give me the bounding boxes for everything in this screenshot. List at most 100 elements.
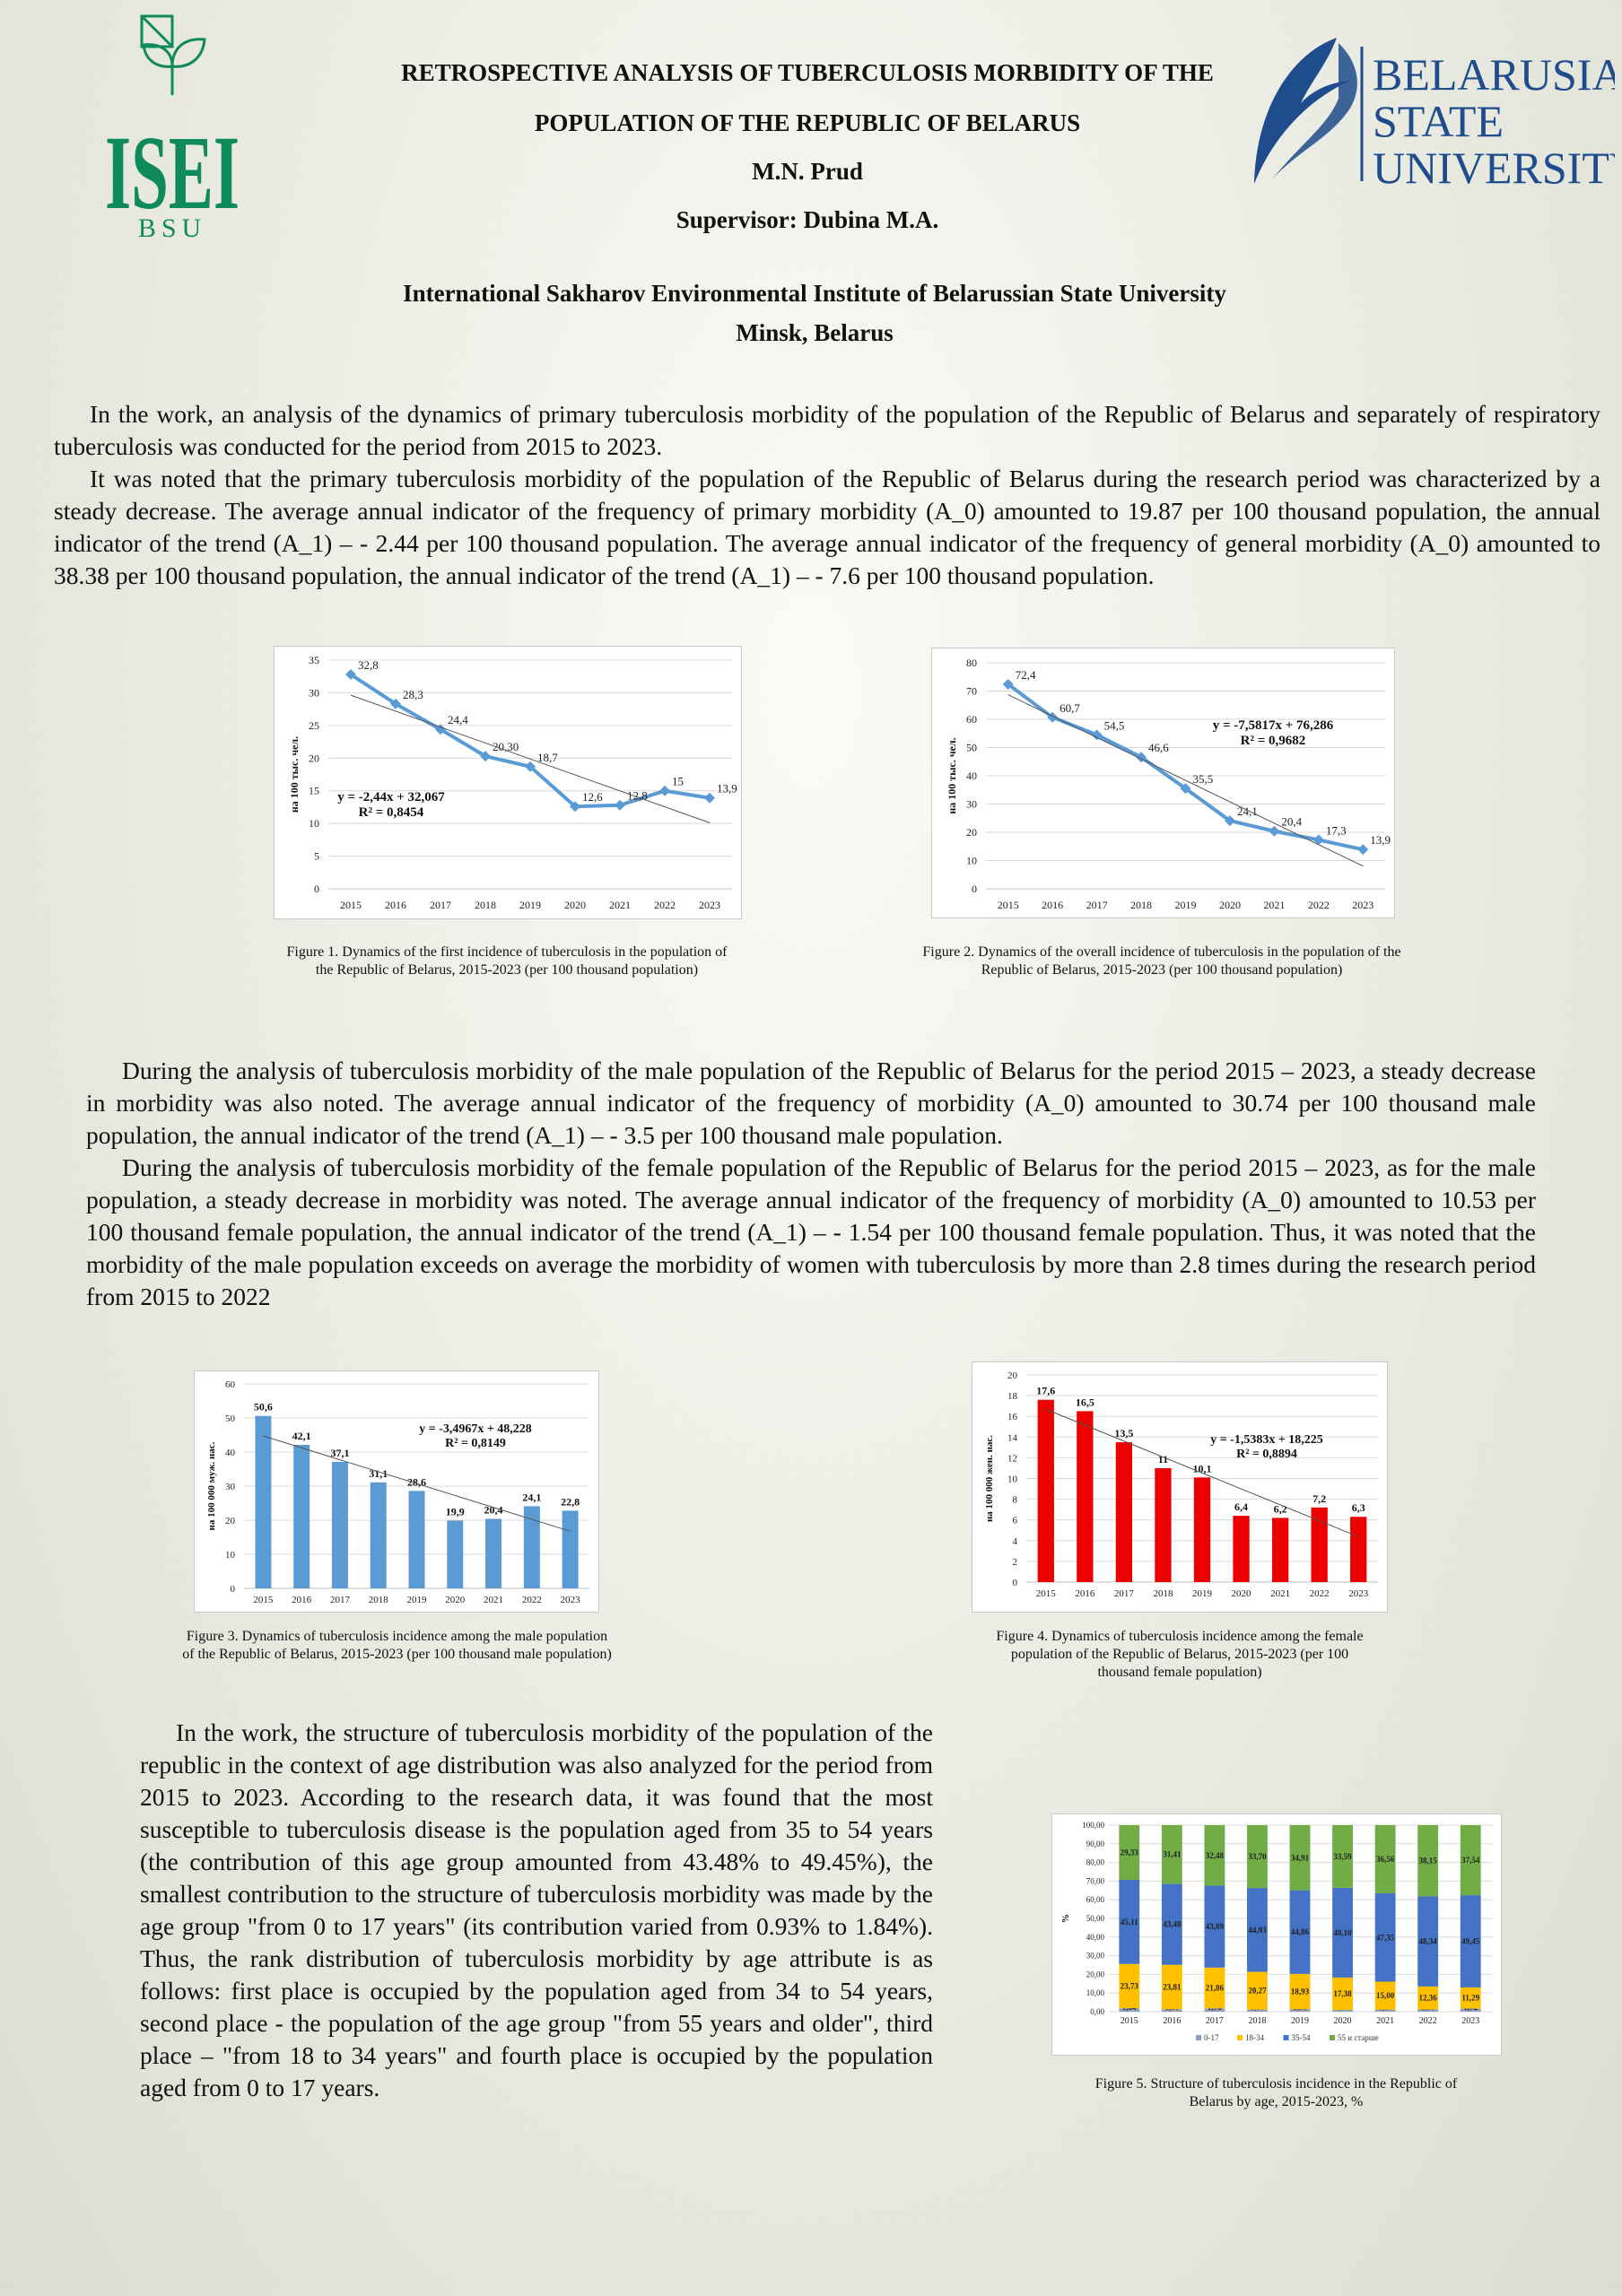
x-tick-label: 2016 <box>1163 2016 1181 2026</box>
stack-segment <box>1119 1879 1140 1964</box>
data-label: 38,15 <box>1419 1857 1438 1866</box>
y-tick-label: 15 <box>309 785 319 797</box>
data-label: 29,33 <box>1121 1848 1139 1857</box>
y-tick-label: 0 <box>1013 1578 1018 1588</box>
stack-segment <box>1332 1825 1353 1888</box>
bsu-line-2: STATE <box>1373 96 1504 146</box>
x-tick-label: 2015 <box>1036 1588 1057 1599</box>
data-label: 42,1 <box>292 1430 311 1442</box>
bar <box>1155 1467 1172 1582</box>
data-label: 43,89 <box>1206 1922 1225 1931</box>
data-label: 7,2 <box>1312 1492 1326 1505</box>
bar <box>331 1462 348 1588</box>
bsu-line-3: UNIVERSITY <box>1373 143 1615 188</box>
y-tick-label: 50,00 <box>1086 1914 1105 1923</box>
stack-segment <box>1374 2009 1396 2012</box>
y-tick-label: 40 <box>966 770 977 782</box>
trend-equation: y = -1,5383x + 18,225 <box>1210 1433 1323 1447</box>
bar <box>1350 1517 1367 1582</box>
x-tick-label: 2020 <box>564 899 586 911</box>
data-label: 31,41 <box>1163 1850 1182 1859</box>
x-tick-label: 2018 <box>475 899 496 911</box>
data-label: 46,6 <box>1148 741 1169 754</box>
y-axis-label: % <box>1061 1914 1071 1923</box>
stack-segment <box>1374 1893 1396 1982</box>
data-point <box>435 724 446 735</box>
data-point <box>570 801 580 813</box>
trend-equation: y = -7,5817x + 76,286 <box>1213 718 1334 733</box>
data-label: 6,4 <box>1234 1500 1248 1513</box>
trend-equation: y = -2,44x + 32,067 <box>337 790 445 804</box>
x-tick-label: 2016 <box>385 899 406 911</box>
trend-line <box>1007 694 1364 867</box>
data-label: 19,9 <box>446 1505 465 1518</box>
y-axis-label: на 100 000 жен. нас. <box>984 1435 995 1522</box>
figure-3-caption: Figure 3. Dynamics of tuberculosis incid… <box>182 1629 612 1662</box>
stack-segment <box>1417 1896 1439 1987</box>
data-label: 11 <box>1158 1453 1168 1465</box>
data-label: 23,73 <box>1121 1981 1139 1990</box>
institute: International Sakharov Environmental Ins… <box>403 280 1226 307</box>
trend-line <box>1045 1408 1359 1537</box>
data-label: 44,93 <box>1248 1926 1267 1935</box>
y-tick-label: 14 <box>1007 1432 1018 1443</box>
stack-segment <box>1460 2008 1481 2012</box>
bar <box>408 1491 425 1588</box>
data-label: 20,4 <box>484 1503 503 1516</box>
data-label: 54,5 <box>1104 718 1125 732</box>
legend-label: 0-17 <box>1204 2033 1219 2042</box>
data-label: 15,00 <box>1376 1991 1395 2000</box>
data-label: 28,3 <box>403 688 423 701</box>
y-tick-label: 30,00 <box>1086 1952 1105 1961</box>
data-label: 47,35 <box>1376 1933 1395 1942</box>
data-label: 72,4 <box>1016 668 1036 682</box>
x-tick-label: 2019 <box>407 1595 428 1605</box>
data-point <box>1357 844 1369 856</box>
legend-label: 18-34 <box>1245 2033 1264 2042</box>
legend-swatch <box>1196 2035 1201 2040</box>
author: M.N. Prud <box>752 158 863 185</box>
data-point <box>615 799 625 811</box>
poster-title-line-1: RETROSPECTIVE ANALYSIS OF TUBERCULOSIS M… <box>401 59 1214 86</box>
y-tick-label: 18 <box>1007 1391 1018 1402</box>
paragraph-4: During the analysis of tuberculosis morb… <box>86 1153 1536 1310</box>
stack-segment <box>1247 1888 1268 1972</box>
stack-segment <box>1289 2009 1311 2012</box>
x-tick-label: 2020 <box>1232 1588 1252 1599</box>
y-axis-label: на 100 тыс. чел. <box>288 736 301 813</box>
y-tick-label: 40,00 <box>1086 1933 1105 1942</box>
y-tick-label: 10 <box>966 855 977 867</box>
x-tick-label: 2017 <box>430 899 451 911</box>
x-tick-label: 2022 <box>1419 2016 1437 2026</box>
x-tick-label: 2022 <box>654 899 676 911</box>
data-label: 12,8 <box>627 789 648 803</box>
isei-logo-text: ISEI <box>105 114 240 231</box>
bar <box>1311 1507 1328 1582</box>
data-label: 10,1 <box>1193 1462 1212 1474</box>
x-tick-label: 2018 <box>369 1595 389 1605</box>
y-tick-label: 70,00 <box>1086 1876 1105 1885</box>
y-tick-label: 30 <box>309 686 319 699</box>
stack-segment <box>1119 1824 1140 1880</box>
data-point <box>525 761 536 772</box>
data-label: 6,3 <box>1352 1501 1365 1514</box>
isei-logo: ISEI BSU <box>99 13 247 243</box>
stack-segment <box>1161 2009 1182 2012</box>
data-point <box>1136 752 1147 763</box>
x-tick-label: 2015 <box>998 899 1019 911</box>
data-point <box>1047 711 1059 723</box>
y-tick-label: 60 <box>225 1379 236 1390</box>
data-label: 33,59 <box>1333 1852 1352 1861</box>
data-point <box>390 698 401 709</box>
bar <box>1193 1477 1211 1582</box>
paragraph-1: In the work, an analysis of the dynamics… <box>54 400 1600 460</box>
y-tick-label: 4 <box>1013 1536 1018 1547</box>
x-tick-label: 2022 <box>1308 899 1330 911</box>
data-label: 32,48 <box>1206 1851 1225 1860</box>
data-point <box>659 785 670 796</box>
figure-1-chart: 0 5 10 15 20 25 30 35 на 100 тыс. чел. 2015 2016 20… <box>274 646 742 919</box>
bar <box>370 1482 387 1588</box>
x-tick-label: 2021 <box>609 899 631 911</box>
data-label: 13,9 <box>717 782 737 796</box>
y-axis-label: на 100 тыс. чел. <box>946 737 958 813</box>
